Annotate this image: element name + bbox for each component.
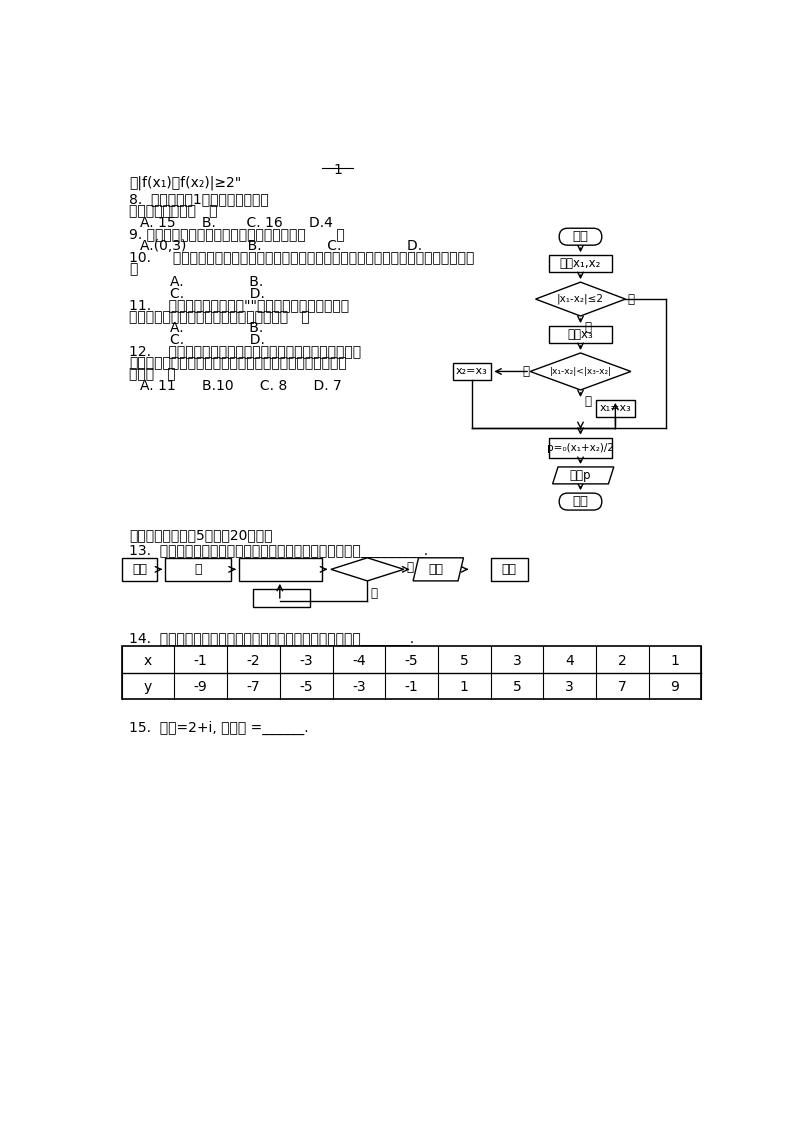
- Text: 15.  已知=2+i, 则复数 =______.: 15. 已知=2+i, 则复数 =______.: [130, 721, 309, 735]
- Text: -7: -7: [246, 680, 260, 694]
- Text: 14.  观察两相关量得如下数据：求两变量间的回归直线方程_______.: 14. 观察两相关量得如下数据：求两变量间的回归直线方程_______.: [130, 633, 414, 646]
- Text: 4: 4: [566, 654, 574, 668]
- Text: 2: 2: [618, 654, 626, 668]
- Text: 7: 7: [618, 680, 626, 694]
- Bar: [549, 438, 612, 457]
- Text: 1: 1: [670, 654, 679, 668]
- Bar: [253, 589, 310, 607]
- Text: 结束: 结束: [502, 563, 517, 576]
- Bar: [238, 558, 322, 581]
- Text: A.               B.: A. B.: [170, 321, 263, 335]
- Text: -5: -5: [405, 654, 418, 668]
- Text: 12.    若执行如右图所示的框图，，，为某次考试三个评阅: 12. 若执行如右图所示的框图，，，为某次考试三个评阅: [130, 344, 362, 359]
- Text: ，: ，: [194, 563, 202, 576]
- Bar: [165, 558, 231, 581]
- Text: x₁=x₃: x₁=x₃: [599, 403, 631, 413]
- Bar: [122, 646, 702, 698]
- Bar: [596, 400, 634, 417]
- Text: 否: 否: [584, 395, 591, 408]
- Text: -5: -5: [299, 680, 313, 694]
- Text: -4: -4: [352, 654, 366, 668]
- Polygon shape: [331, 558, 404, 581]
- Text: 输出p: 输出p: [570, 469, 591, 482]
- Text: |x₁-x₂|<|x₃-x₂|: |x₁-x₂|<|x₃-x₂|: [550, 367, 611, 376]
- Polygon shape: [413, 558, 463, 581]
- Text: p=₀(x₁+x₂)/2: p=₀(x₁+x₂)/2: [547, 443, 614, 453]
- Text: y: y: [144, 680, 152, 694]
- Text: 1: 1: [334, 163, 342, 177]
- Bar: [453, 363, 491, 380]
- Text: x: x: [144, 654, 152, 668]
- Text: C.               D.: C. D.: [170, 286, 265, 301]
- Text: A. 11      B.10      C. 8      D. 7: A. 11 B.10 C. 8 D. 7: [140, 379, 342, 393]
- Text: 10.     将两个顶点在抛物线上，另一个顶点是此抛物线焦点的正三角形的个数记为，则（: 10. 将两个顶点在抛物线上，另一个顶点是此抛物线焦点的正三角形的个数记为，则（: [130, 250, 475, 265]
- Text: 3: 3: [566, 680, 574, 694]
- Text: A.               B.: A. B.: [170, 275, 263, 289]
- Bar: [122, 558, 158, 581]
- Bar: [549, 326, 612, 343]
- Text: -1: -1: [405, 680, 418, 694]
- Text: 9: 9: [670, 680, 679, 694]
- FancyBboxPatch shape: [559, 494, 602, 511]
- Text: -9: -9: [194, 680, 208, 694]
- Text: 5: 5: [460, 654, 469, 668]
- Bar: [490, 558, 528, 581]
- Text: ）: ）: [130, 263, 138, 276]
- Text: 11.    对实数和，定义运算""：设函数若函数的图像与: 11. 对实数和，定义运算""：设函数若函数的图像与: [130, 299, 350, 312]
- Text: |x₁-x₂|≤2: |x₁-x₂|≤2: [557, 294, 604, 305]
- Text: 则输出的数等于（   ）: 则输出的数等于（ ）: [130, 205, 218, 218]
- Text: 是: 是: [406, 560, 413, 574]
- Text: 二、填空题（每题5分，共20分。）: 二、填空题（每题5分，共20分。）: [130, 529, 273, 542]
- Text: C.               D.: C. D.: [170, 333, 265, 348]
- Text: 否: 否: [584, 320, 591, 334]
- FancyBboxPatch shape: [559, 229, 602, 246]
- Text: 是: 是: [522, 366, 530, 378]
- Text: 13.  下图是某算法的程序框图，则程序运行后输出的结果是_________.: 13. 下图是某算法的程序框图，则程序运行后输出的结果是_________.: [130, 544, 429, 558]
- Text: x₂=x₃: x₂=x₃: [456, 367, 488, 377]
- Polygon shape: [535, 282, 626, 316]
- Text: 等于（   ）: 等于（ ）: [130, 368, 176, 381]
- Text: 5: 5: [513, 680, 522, 694]
- Text: 9. 函数在内有极小值，则实数的取值范围为（       ）: 9. 函数在内有极小值，则实数的取值范围为（ ）: [130, 228, 346, 241]
- Text: 3: 3: [513, 654, 522, 668]
- Text: 是: 是: [627, 293, 634, 306]
- Text: -3: -3: [352, 680, 366, 694]
- Text: 轴恰有三个公共点，则实数的取值范围是（   ）: 轴恰有三个公共点，则实数的取值范围是（ ）: [130, 310, 310, 324]
- Text: A. 15      B.       C. 16      D.4: A. 15 B. C. 16 D.4: [140, 216, 333, 230]
- Text: 1: 1: [460, 680, 469, 694]
- Text: 结束: 结束: [573, 495, 589, 508]
- Bar: [549, 255, 612, 272]
- Text: A.(0,3)              B.               C.               D.: A.(0,3) B. C. D.: [140, 239, 422, 254]
- Text: 开始: 开始: [573, 230, 589, 243]
- Text: 输入x₃: 输入x₃: [568, 328, 594, 341]
- Text: -2: -2: [246, 654, 260, 668]
- Text: 开始: 开始: [132, 563, 147, 576]
- Text: 8.  若执行如图1所示的框图，输入: 8. 若执行如图1所示的框图，输入: [130, 192, 269, 206]
- Text: -1: -1: [194, 654, 208, 668]
- Text: -3: -3: [299, 654, 313, 668]
- Text: 输出: 输出: [428, 563, 443, 576]
- Text: 人对同一道题的独立评分，为该题的最终得分，当，，时，: 人对同一道题的独立评分，为该题的最终得分，当，，时，: [130, 357, 347, 370]
- Polygon shape: [530, 353, 631, 389]
- Text: 输入x₁,x₂: 输入x₁,x₂: [560, 257, 601, 271]
- Text: 有|f(x₁)－f(x₂)|≥2": 有|f(x₁)－f(x₂)|≥2": [130, 175, 242, 190]
- Polygon shape: [553, 466, 614, 483]
- Text: 否: 否: [370, 588, 378, 600]
